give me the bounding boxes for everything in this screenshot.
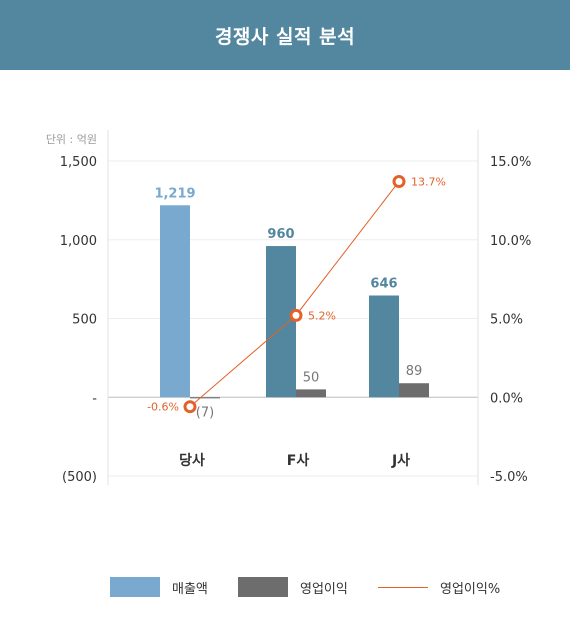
y-right-tick-label: 10.0% xyxy=(490,234,531,249)
operating-profit-data-label: 89 xyxy=(406,364,423,379)
legend-item-sales: 매출액 xyxy=(110,572,208,602)
operating-profit-data-label: (7) xyxy=(196,405,214,420)
legend-item-operating-margin: 영업이익% xyxy=(378,572,500,602)
y-left-tick-label: (500) xyxy=(62,470,97,485)
operating-profit-bar xyxy=(190,397,220,399)
sales-bar xyxy=(369,295,399,398)
y-left-tick-label: 1,500 xyxy=(60,155,97,170)
sales-data-label: 646 xyxy=(370,277,397,292)
legend-label-sales: 매출액 xyxy=(172,581,208,597)
legend-line-operating-margin xyxy=(378,586,428,588)
y-right-tick-label: 0.0% xyxy=(490,391,523,406)
operating-margin-data-label: 13.7% xyxy=(411,175,446,188)
operating-profit-data-label: 50 xyxy=(303,370,320,385)
legend-swatch-operating-profit xyxy=(238,577,288,597)
unit-label: 단위 : 억원 xyxy=(46,133,97,146)
y-left-tick-label: 500 xyxy=(72,313,97,328)
sales-bar xyxy=(266,246,296,398)
legend-swatch-sales xyxy=(110,577,160,597)
operating-profit-bar xyxy=(296,389,326,398)
operating-margin-data-label: -0.6% xyxy=(147,401,179,414)
sales-bar xyxy=(160,205,190,398)
category-label: 당사 xyxy=(179,452,205,469)
operating-margin-data-label: 5.2% xyxy=(308,309,336,322)
sales-data-label: 960 xyxy=(267,227,294,242)
category-label: J사 xyxy=(391,453,410,469)
operating-profit-bar xyxy=(399,383,429,398)
chart-title: 경쟁사 실적 분석 xyxy=(214,25,356,48)
y-right-tick-label: 15.0% xyxy=(490,155,531,170)
category-label: F사 xyxy=(287,453,310,469)
y-right-tick-label: 5.0% xyxy=(490,313,523,328)
legend-label-operating-profit: 영업이익 xyxy=(300,581,348,597)
y-right-tick-label: -5.0% xyxy=(490,470,528,485)
legend-item-operating-profit: 영업이익 xyxy=(238,572,348,602)
operating-margin-point xyxy=(289,308,303,322)
y-left-tick-label: - xyxy=(92,391,97,406)
legend-label-operating-margin: 영업이익% xyxy=(440,581,501,597)
sales-data-label: 1,219 xyxy=(154,186,195,201)
y-left-tick-label: 1,000 xyxy=(60,234,97,249)
operating-margin-point xyxy=(183,400,197,414)
chart-legend: 매출액 영업이익 영업이익% xyxy=(0,572,570,602)
competitor-performance-chart: 단위 : 억원 1,500 1,000 500 - (500) 15.0% 10.0% 5.0%… xyxy=(46,130,531,485)
chart-header: 경쟁사 실적 분석 xyxy=(0,0,570,70)
operating-margin-point xyxy=(392,174,406,188)
